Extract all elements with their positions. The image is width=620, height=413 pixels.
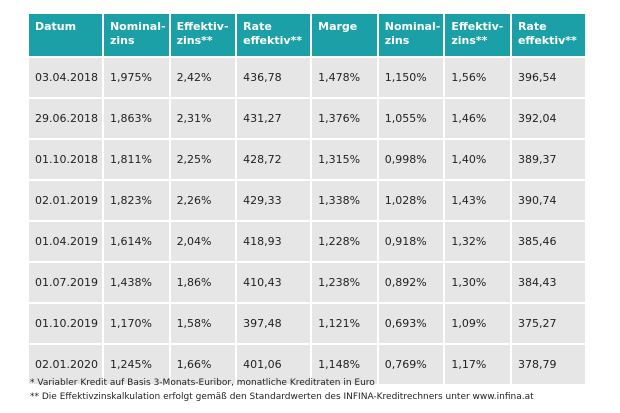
table-cell: 2,26% <box>170 181 236 220</box>
table-cell: 1,09% <box>445 304 510 343</box>
footnote-variable-credit: * Variabler Kredit auf Basis 3-Monats-Eu… <box>30 378 375 388</box>
rates-table-container: Datum Nominal-zins Effektiv-zins** Rate e… <box>27 12 587 386</box>
table-cell: 1,58% <box>170 304 236 343</box>
table-cell: 431,27 <box>237 99 311 138</box>
table-cell: 02.01.2019 <box>29 181 102 220</box>
table-row: 03.04.2018 1,975% 2,42% 436,78 1,478% 1,150% 1… <box>29 58 585 97</box>
footnote-effective-rate: ** Die Effektivzinskalkulation erfolgt g… <box>30 392 534 402</box>
header-datum: Datum <box>29 14 102 56</box>
table-cell: 01.10.2018 <box>29 140 102 179</box>
table-row: 01.07.2019 1,438% 1,86% 410,43 1,238% 0,892% 1… <box>29 263 585 302</box>
header-marge: Marge <box>312 14 377 56</box>
table-cell: 1,32% <box>445 222 510 261</box>
table-cell: 1,245% <box>103 345 169 384</box>
table-cell: 1,40% <box>445 140 510 179</box>
table-cell: 1,338% <box>312 181 377 220</box>
table-cell: 0,693% <box>378 304 444 343</box>
table-cell: 02.01.2020 <box>29 345 102 384</box>
table-cell: 1,863% <box>103 99 169 138</box>
table-cell: 1,56% <box>445 58 510 97</box>
table-cell: 397,48 <box>237 304 311 343</box>
table-cell: 1,614% <box>103 222 169 261</box>
table-cell: 2,25% <box>170 140 236 179</box>
table-cell: 1,148% <box>312 345 377 384</box>
table-cell: 429,33 <box>237 181 311 220</box>
table-cell: 1,376% <box>312 99 377 138</box>
table-cell: 03.04.2018 <box>29 58 102 97</box>
table-cell: 1,238% <box>312 263 377 302</box>
table-cell: 0,918% <box>378 222 444 261</box>
table-cell: 1,823% <box>103 181 169 220</box>
table-row: 02.01.2019 1,823% 2,26% 429,33 1,338% 1,028% 1… <box>29 181 585 220</box>
table-row: 02.01.2020 1,245% 1,66% 401,06 1,148% 0,769% 1… <box>29 345 585 384</box>
table-cell: 1,30% <box>445 263 510 302</box>
table-cell: 1,811% <box>103 140 169 179</box>
table-cell: 389,37 <box>511 140 585 179</box>
table-cell: 1,121% <box>312 304 377 343</box>
table-cell: 1,478% <box>312 58 377 97</box>
table-cell: 1,17% <box>445 345 510 384</box>
table-cell: 436,78 <box>237 58 311 97</box>
header-nominalzins-2: Nominal-zins <box>378 14 444 56</box>
table-cell: 375,27 <box>511 304 585 343</box>
table-header-row: Datum Nominal-zins Effektiv-zins** Rate e… <box>29 14 585 56</box>
header-nominalzins-1: Nominal-zins <box>103 14 169 56</box>
table-cell: 385,46 <box>511 222 585 261</box>
header-effektivzins-2: Effektiv-zins** <box>445 14 510 56</box>
table-cell: 1,055% <box>378 99 444 138</box>
table-cell: 396,54 <box>511 58 585 97</box>
table-cell: 29.06.2018 <box>29 99 102 138</box>
table-cell: 2,42% <box>170 58 236 97</box>
interest-rates-table: Datum Nominal-zins Effektiv-zins** Rate e… <box>27 12 587 386</box>
table-cell: 1,170% <box>103 304 169 343</box>
table-cell: 1,228% <box>312 222 377 261</box>
table-cell: 1,150% <box>378 58 444 97</box>
footnotes: * Variabler Kredit auf Basis 3-Monats-Eu… <box>30 376 534 404</box>
header-effektivzins-1: Effektiv-zins** <box>170 14 236 56</box>
table-row: 01.10.2019 1,170% 1,58% 397,48 1,121% 0,693% 1… <box>29 304 585 343</box>
table-row: 01.10.2018 1,811% 2,25% 428,72 1,315% 0,998% 1… <box>29 140 585 179</box>
table-cell: 2,04% <box>170 222 236 261</box>
table-cell: 1,438% <box>103 263 169 302</box>
table-cell: 01.10.2019 <box>29 304 102 343</box>
table-cell: 401,06 <box>237 345 311 384</box>
table-row: 29.06.2018 1,863% 2,31% 431,27 1,376% 1,055% 1… <box>29 99 585 138</box>
table-cell: 378,79 <box>511 345 585 384</box>
table-cell: 0,998% <box>378 140 444 179</box>
table-cell: 1,46% <box>445 99 510 138</box>
table-cell: 1,315% <box>312 140 377 179</box>
header-rate-effektiv-2: Rate effektiv** <box>511 14 585 56</box>
table-cell: 0,892% <box>378 263 444 302</box>
table-cell: 0,769% <box>378 345 444 384</box>
table-cell: 1,66% <box>170 345 236 384</box>
table-cell: 384,43 <box>511 263 585 302</box>
table-cell: 390,74 <box>511 181 585 220</box>
table-cell: 2,31% <box>170 99 236 138</box>
table-cell: 01.04.2019 <box>29 222 102 261</box>
table-cell: 01.07.2019 <box>29 263 102 302</box>
table-cell: 1,43% <box>445 181 510 220</box>
table-cell: 1,975% <box>103 58 169 97</box>
table-row: 01.04.2019 1,614% 2,04% 418,93 1,228% 0,918% 1… <box>29 222 585 261</box>
table-cell: 392,04 <box>511 99 585 138</box>
table-cell: 418,93 <box>237 222 311 261</box>
header-rate-effektiv-1: Rate effektiv** <box>237 14 311 56</box>
table-cell: 410,43 <box>237 263 311 302</box>
table-cell: 1,86% <box>170 263 236 302</box>
table-cell: 1,028% <box>378 181 444 220</box>
table-cell: 428,72 <box>237 140 311 179</box>
